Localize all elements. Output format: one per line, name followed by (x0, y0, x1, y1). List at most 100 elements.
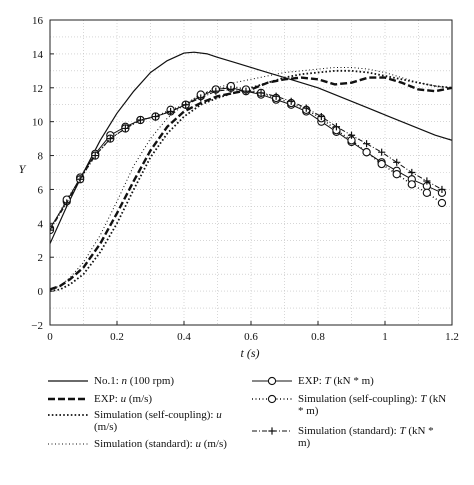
legend-label: Simulation (self-coupling): u (m/s) (94, 409, 244, 433)
y-axis-label: Y (19, 162, 27, 176)
y-tick-label: 4 (38, 218, 44, 230)
y-tick-label: 0 (38, 286, 44, 298)
data-point (393, 158, 401, 166)
legend-symbol: n (121, 375, 128, 387)
y-tick-label: 14 (32, 49, 44, 61)
data-point (242, 87, 250, 95)
legend-item: Simulation (self-coupling): T (kN * m) (298, 393, 448, 417)
y-tick-label: 6 (38, 184, 44, 196)
series-layer (50, 51, 452, 292)
series-line (50, 51, 452, 244)
axes: 0 0.2 0.4 0.6 0.8 1 1.2 −2 0 2 4 6 8 10 12 14 16 (31, 15, 459, 343)
legend-text: Simulation (standard): (94, 438, 196, 450)
y-tick-label: 8 (38, 151, 44, 163)
legend-label: Simulation (standard): u (m/s) (94, 438, 244, 450)
data-point (121, 124, 129, 133)
y-tick-label: 2 (38, 252, 44, 264)
series-line (50, 66, 452, 290)
legend-text: No.1: (94, 375, 122, 387)
legend-label: Simulation (self-coupling): T (kN * m) (298, 393, 448, 417)
legend-label: No.1: n (100 rpm) (94, 375, 244, 387)
x-tick-label: 1 (382, 331, 388, 343)
data-point (50, 226, 54, 234)
legend-swatches (48, 376, 292, 445)
legend-swatch-marker (268, 427, 276, 435)
x-tick-label: 0.6 (244, 331, 258, 343)
legend-item: No.1: n (100 rpm) (94, 375, 244, 387)
data-point (317, 112, 325, 121)
data-point (362, 148, 371, 157)
y-tick-label: 10 (32, 117, 44, 129)
x-tick-label: 0.2 (110, 331, 124, 343)
legend-text: (kN * m) (298, 425, 434, 449)
legend-label: EXP: T (kN * m) (298, 375, 448, 387)
legend-text: EXP: (94, 393, 121, 405)
data-point (287, 97, 295, 105)
data-point (197, 94, 205, 102)
legend-symbol: T (399, 425, 406, 437)
data-point (362, 140, 371, 148)
data-point (136, 116, 145, 124)
data-point (332, 123, 341, 131)
x-tick-label: 0.8 (311, 331, 325, 343)
legend-text: (100 rpm) (127, 375, 175, 387)
data-point (407, 180, 416, 189)
series-5 (50, 83, 447, 233)
data-point (227, 85, 235, 94)
data-point (106, 135, 114, 143)
y-tick-label: 16 (32, 15, 44, 27)
legend-swatch-marker (267, 394, 277, 404)
legend-swatch-marker (267, 376, 277, 386)
data-point (408, 168, 416, 177)
series-3 (50, 69, 452, 292)
data-point (438, 185, 446, 194)
legend-label: Simulation (standard): T (kN * m) (298, 425, 448, 449)
data-point (257, 89, 265, 97)
legend-text: (kN * m) (298, 393, 447, 417)
series-6 (50, 81, 447, 235)
series-1 (50, 51, 452, 244)
data-point (167, 107, 175, 116)
data-point (76, 175, 84, 183)
legend-text: Simulation (self-coupling): (298, 393, 421, 405)
x-tick-label: 1.2 (445, 331, 459, 343)
series-line (50, 69, 452, 292)
series-4 (50, 66, 452, 290)
data-point (272, 92, 280, 100)
legend-text: (kN * m) (330, 375, 374, 387)
series-line (50, 85, 443, 231)
data-point (212, 87, 220, 95)
legend-text: Simulation (self-coupling): (94, 409, 217, 421)
data-point (63, 199, 71, 207)
legend-item: Simulation (standard): u (m/s) (94, 438, 244, 450)
x-tick-label: 0.4 (177, 331, 191, 343)
legend-item: Simulation (standard): T (kN * m) (298, 425, 448, 449)
data-point (437, 198, 447, 208)
data-point (302, 104, 310, 112)
data-point (392, 170, 401, 179)
legend-item: Simulation (self-coupling): u (m/s) (94, 409, 244, 433)
legend-text: Simulation (standard): (298, 425, 400, 437)
legend-symbol: u (195, 438, 201, 450)
grid-lines (49, 19, 453, 326)
series-2 (50, 76, 452, 291)
plot-area (50, 51, 452, 292)
data-point (347, 131, 356, 139)
legend-symbol: T (324, 375, 331, 387)
data-point (422, 188, 432, 197)
y-tick-label: 12 (32, 83, 43, 95)
data-point (182, 101, 190, 109)
legend-item: EXP: u (m/s) (94, 393, 244, 405)
legend-symbol: u (120, 393, 127, 405)
legend-text: (m/s) (126, 393, 153, 405)
legend-text: (m/s) (94, 421, 118, 433)
legend-text: (m/s) (200, 438, 227, 450)
data-point (151, 112, 160, 121)
series-line (50, 76, 452, 291)
x-axis-label: t (s) (241, 346, 260, 360)
legend-symbol: u (216, 409, 222, 421)
series-line (50, 88, 443, 231)
legend-item: EXP: T (kN * m) (298, 375, 448, 387)
data-point (423, 177, 431, 185)
